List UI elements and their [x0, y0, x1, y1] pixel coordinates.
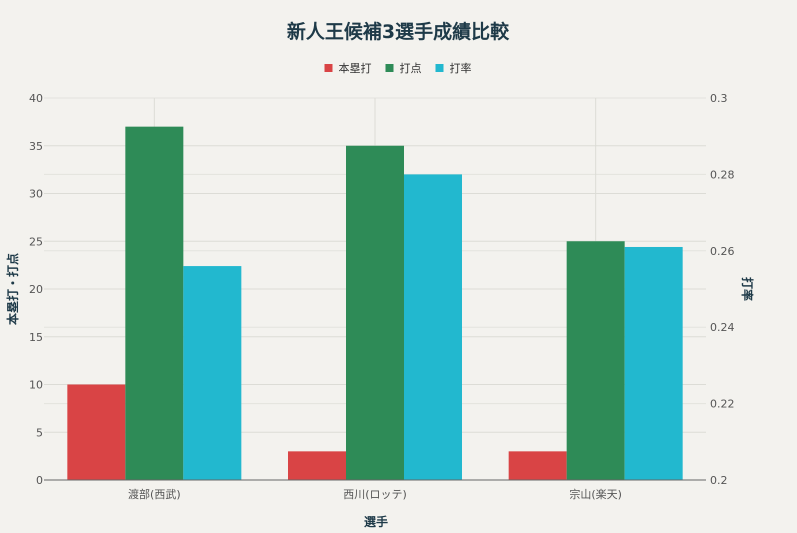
x-tick-label: 西川(ロッテ) — [343, 488, 407, 501]
bar-打点-西川(ロッテ) — [346, 145, 404, 480]
y-tick-label: 25 — [29, 235, 43, 248]
bar-打点-宗山(楽天) — [566, 241, 625, 480]
legend-swatch — [385, 64, 394, 72]
y-axis-title: 本塁打・打点 — [5, 253, 20, 325]
y2-tick-label: 0.2 — [710, 474, 728, 487]
bar-本塁打-渡部(西武) — [67, 384, 126, 480]
x-tick-label: 渡部(西武) — [128, 487, 181, 501]
chart-title: 新人王候補3選手成績比較 — [287, 20, 510, 43]
x-axis-ticks: 渡部(西武) 西川(ロッテ) 宗山(楽天) — [128, 487, 622, 501]
y2-axis-ticks: 0.2 0.22 0.24 0.26 0.28 0.3 — [710, 92, 735, 487]
y-tick-label: 0 — [36, 474, 43, 487]
y2-axis-title: 打率 — [740, 277, 755, 301]
legend-label: 打率 — [450, 61, 472, 75]
y-tick-label: 20 — [29, 283, 43, 296]
y2-tick-label: 0.26 — [710, 245, 735, 258]
bar-本塁打-宗山(楽天) — [508, 451, 567, 480]
x-tick-label: 宗山(楽天) — [569, 487, 622, 501]
legend-item: 打点 — [385, 61, 422, 75]
legend: 本塁打 打点 打率 — [324, 61, 472, 75]
bar-打率-西川(ロッテ) — [404, 174, 462, 480]
legend-item: 打率 — [435, 61, 472, 75]
bar-打率-宗山(楽天) — [624, 246, 683, 480]
y2-tick-label: 0.22 — [710, 398, 735, 411]
y-tick-label: 35 — [29, 140, 43, 153]
legend-swatch — [324, 64, 333, 72]
y-tick-label: 15 — [29, 331, 43, 344]
y-tick-label: 10 — [29, 379, 43, 392]
y2-tick-label: 0.24 — [710, 321, 735, 334]
y-axis-ticks: 0 5 10 15 20 25 30 35 40 — [29, 92, 43, 487]
bars — [67, 126, 683, 481]
bar-本塁打-西川(ロッテ) — [288, 451, 346, 480]
legend-label: 本塁打 — [339, 61, 372, 75]
y2-tick-label: 0.28 — [710, 168, 735, 181]
legend-swatch — [435, 64, 444, 72]
y2-tick-label: 0.3 — [710, 92, 728, 105]
x-axis-title: 選手 — [364, 514, 388, 529]
legend-label: 打点 — [400, 61, 422, 75]
y-tick-label: 5 — [36, 426, 43, 439]
legend-item: 本塁打 — [324, 61, 372, 75]
bar-打点-渡部(西武) — [125, 126, 184, 481]
y-tick-label: 30 — [29, 188, 43, 201]
bar-打率-渡部(西武) — [183, 266, 242, 480]
y-tick-label: 40 — [29, 92, 43, 105]
